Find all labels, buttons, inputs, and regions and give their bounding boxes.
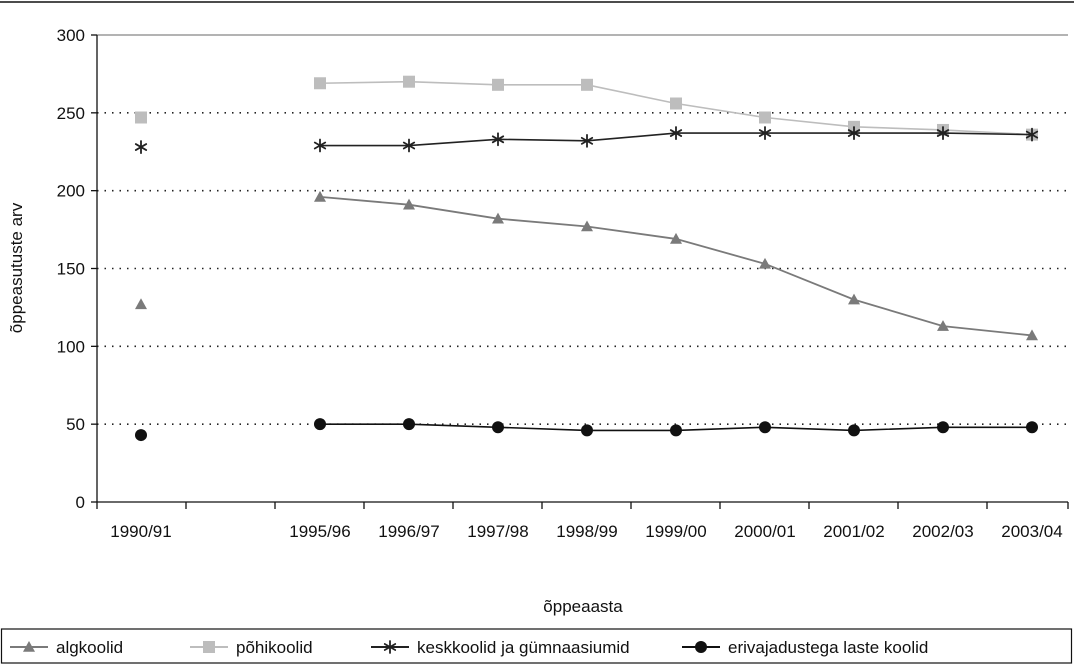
data-point-2-4-stroke	[580, 136, 594, 145]
data-point-1-3	[492, 78, 504, 91]
x-tick-label: 2000/01	[734, 522, 795, 541]
legend-box	[0, 628, 1073, 664]
data-point-0-8	[937, 320, 949, 331]
data-point-2-1-stroke	[313, 141, 327, 150]
data-point-2-3	[491, 132, 505, 147]
data-point-0-1	[314, 190, 326, 202]
data-point-3-6	[759, 421, 771, 434]
legend-marker-stroke	[383, 643, 397, 651]
series-1	[135, 75, 1038, 141]
data-point-2-2-stroke	[402, 141, 416, 150]
legend-item-2: keskkoolid ja gümnaasiumid	[371, 638, 630, 657]
legend-item-0: algkoolid	[10, 638, 123, 657]
data-point-3-9	[1026, 421, 1038, 434]
data-point-1-5	[670, 97, 682, 110]
data-point-2-8-stroke	[936, 129, 950, 137]
data-point-1-6	[759, 111, 771, 124]
legend-marker	[203, 641, 215, 653]
y-tick-label: 150	[57, 260, 85, 279]
series-line-0	[319, 195, 1033, 337]
y-tick-label: 100	[57, 337, 85, 356]
series-3	[135, 418, 1038, 442]
data-point-3-1	[314, 418, 326, 431]
legend-marker	[23, 641, 35, 652]
data-point-1-4	[581, 78, 593, 91]
data-point-0-7	[848, 293, 860, 305]
data-point-2-9-stroke	[1025, 130, 1039, 139]
legend: algkoolid põhikoolid keskkoolid ja gümnaas…	[0, 628, 1073, 664]
data-point-3-2	[403, 418, 415, 431]
x-tick-label: 1995/96	[289, 522, 350, 541]
data-point-2-1	[313, 138, 327, 153]
data-point-0-4	[581, 220, 593, 232]
data-point-3-3	[492, 421, 504, 434]
y-tick-label: 250	[57, 104, 85, 123]
data-series	[134, 75, 1039, 442]
legend-item-3: erivajadustega laste koolid	[682, 638, 928, 657]
data-point-2-7	[847, 126, 861, 140]
legend-label: algkoolid	[56, 638, 123, 657]
y-tick-label: 300	[57, 26, 85, 45]
series-0	[135, 190, 1038, 341]
x-tick-label: 2002/03	[912, 522, 973, 541]
data-point-0-3	[492, 212, 504, 224]
y-tick-labels: 0 50 100 150 200 250 300	[57, 26, 85, 512]
data-point-1-2	[403, 75, 415, 88]
legend-label: erivajadustega laste koolid	[728, 638, 928, 657]
data-point-2-6	[758, 126, 772, 140]
x-tick-label: 2001/02	[823, 522, 884, 541]
y-axis-title: õppeasutuste arv	[7, 202, 26, 333]
data-point-2-6-stroke	[758, 129, 772, 137]
data-point-0-5	[670, 232, 682, 244]
data-point-2-3-stroke	[491, 135, 505, 144]
series-2	[134, 126, 1039, 154]
data-point-2-5-stroke	[669, 129, 683, 137]
data-point-3-4	[581, 424, 593, 437]
data-point-2-9	[1025, 127, 1039, 142]
y-tick-label: 50	[66, 415, 85, 434]
x-tick-label: 2003/04	[1001, 522, 1062, 541]
data-point-3-5	[670, 424, 682, 437]
y-tick-label: 200	[57, 182, 85, 201]
legend-marker	[695, 641, 707, 653]
x-tick-labels: 1990/91 1995/96 1996/97 1997/98 1998/99 1999/…	[110, 522, 1062, 541]
x-tick-label: 1996/97	[378, 522, 439, 541]
legend-label: põhikoolid	[236, 638, 313, 657]
data-point-2-4	[580, 133, 594, 148]
x-tick-label: 1998/99	[556, 522, 617, 541]
data-point-1-1	[314, 77, 326, 90]
axes	[91, 34, 1069, 509]
data-point-0-2	[403, 198, 415, 210]
data-point-1-0	[135, 111, 147, 124]
x-tick-label: 1999/00	[645, 522, 706, 541]
data-point-2-8	[936, 126, 950, 140]
data-point-2-0-stroke	[134, 143, 148, 151]
x-axis-title: õppeaasta	[543, 597, 623, 616]
y-tick-label: 0	[76, 493, 85, 512]
data-point-0-6	[759, 257, 771, 269]
data-point-2-2	[402, 138, 416, 153]
data-point-0-0	[135, 298, 147, 310]
legend-label: keskkoolid ja gümnaasiumid	[417, 638, 630, 657]
legend-marker	[383, 640, 397, 654]
data-point-3-7	[848, 424, 860, 437]
gridlines	[97, 34, 1068, 425]
data-point-2-7-stroke	[847, 129, 861, 137]
x-tick-label: 1997/98	[467, 522, 528, 541]
data-point-0-9	[1026, 329, 1038, 341]
data-point-2-0	[134, 140, 148, 154]
data-point-3-0	[135, 429, 147, 442]
data-point-2-5	[669, 126, 683, 140]
data-point-3-8	[937, 421, 949, 434]
x-tick-label: 1990/91	[110, 522, 171, 541]
legend-item-1: põhikoolid	[190, 638, 313, 657]
